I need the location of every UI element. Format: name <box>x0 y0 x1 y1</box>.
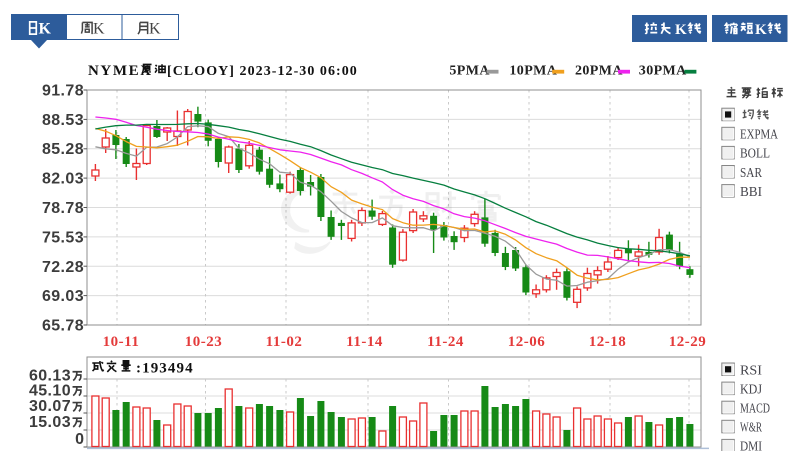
svg-text:EXPMA: EXPMA <box>740 127 778 142</box>
svg-text:BBI: BBI <box>740 184 762 199</box>
svg-text:85.28: 85.28 <box>42 141 84 158</box>
svg-text:20PMA: 20PMA <box>575 64 623 79</box>
svg-text::193494: :193494 <box>136 361 194 377</box>
svg-text:12-18: 12-18 <box>589 334 627 350</box>
svg-text:RSI: RSI <box>740 362 763 377</box>
svg-text:10-23: 10-23 <box>185 334 223 350</box>
svg-text:12-06: 12-06 <box>508 334 546 350</box>
svg-text:78.78: 78.78 <box>42 200 84 217</box>
svg-text:69.03: 69.03 <box>42 288 84 305</box>
svg-text:K: K <box>149 21 161 38</box>
svg-text:K: K <box>39 21 52 38</box>
svg-text:NYMEX: NYMEX <box>88 63 153 79</box>
svg-text:5PMA: 5PMA <box>449 64 490 79</box>
svg-text:65.78: 65.78 <box>42 318 84 335</box>
svg-text:MACD: MACD <box>740 401 770 416</box>
svg-text:30.07: 30.07 <box>29 398 71 415</box>
svg-text:[CLOOY] 2023-12-30 06:00: [CLOOY] 2023-12-30 06:00 <box>167 64 358 79</box>
svg-text:82.03: 82.03 <box>42 171 84 188</box>
svg-text:60.13: 60.13 <box>29 367 71 384</box>
svg-text:K: K <box>675 22 687 38</box>
svg-text:KDJ: KDJ <box>740 381 762 396</box>
svg-text:W&R: W&R <box>740 420 762 435</box>
svg-text:11-14: 11-14 <box>346 334 383 350</box>
svg-text:10-11: 10-11 <box>103 334 140 350</box>
svg-text:88.53: 88.53 <box>42 112 84 129</box>
svg-text:72.28: 72.28 <box>42 259 84 276</box>
svg-text:15.03: 15.03 <box>29 414 71 431</box>
svg-text:BOLL: BOLL <box>740 146 770 161</box>
svg-text:75.53: 75.53 <box>42 229 84 246</box>
svg-text:SAR: SAR <box>740 165 762 180</box>
svg-text:10PMA: 10PMA <box>509 64 557 79</box>
svg-text:30PMA: 30PMA <box>639 64 687 79</box>
svg-text:11-24: 11-24 <box>427 334 464 350</box>
svg-text:K: K <box>93 21 105 38</box>
svg-text:K: K <box>755 22 767 38</box>
svg-text:45.10: 45.10 <box>29 383 71 400</box>
svg-text:DMI: DMI <box>740 439 762 451</box>
svg-text:12-29: 12-29 <box>669 334 707 350</box>
svg-text:91.78: 91.78 <box>42 83 84 100</box>
svg-text:11-02: 11-02 <box>266 334 303 350</box>
svg-text:0: 0 <box>75 431 84 448</box>
